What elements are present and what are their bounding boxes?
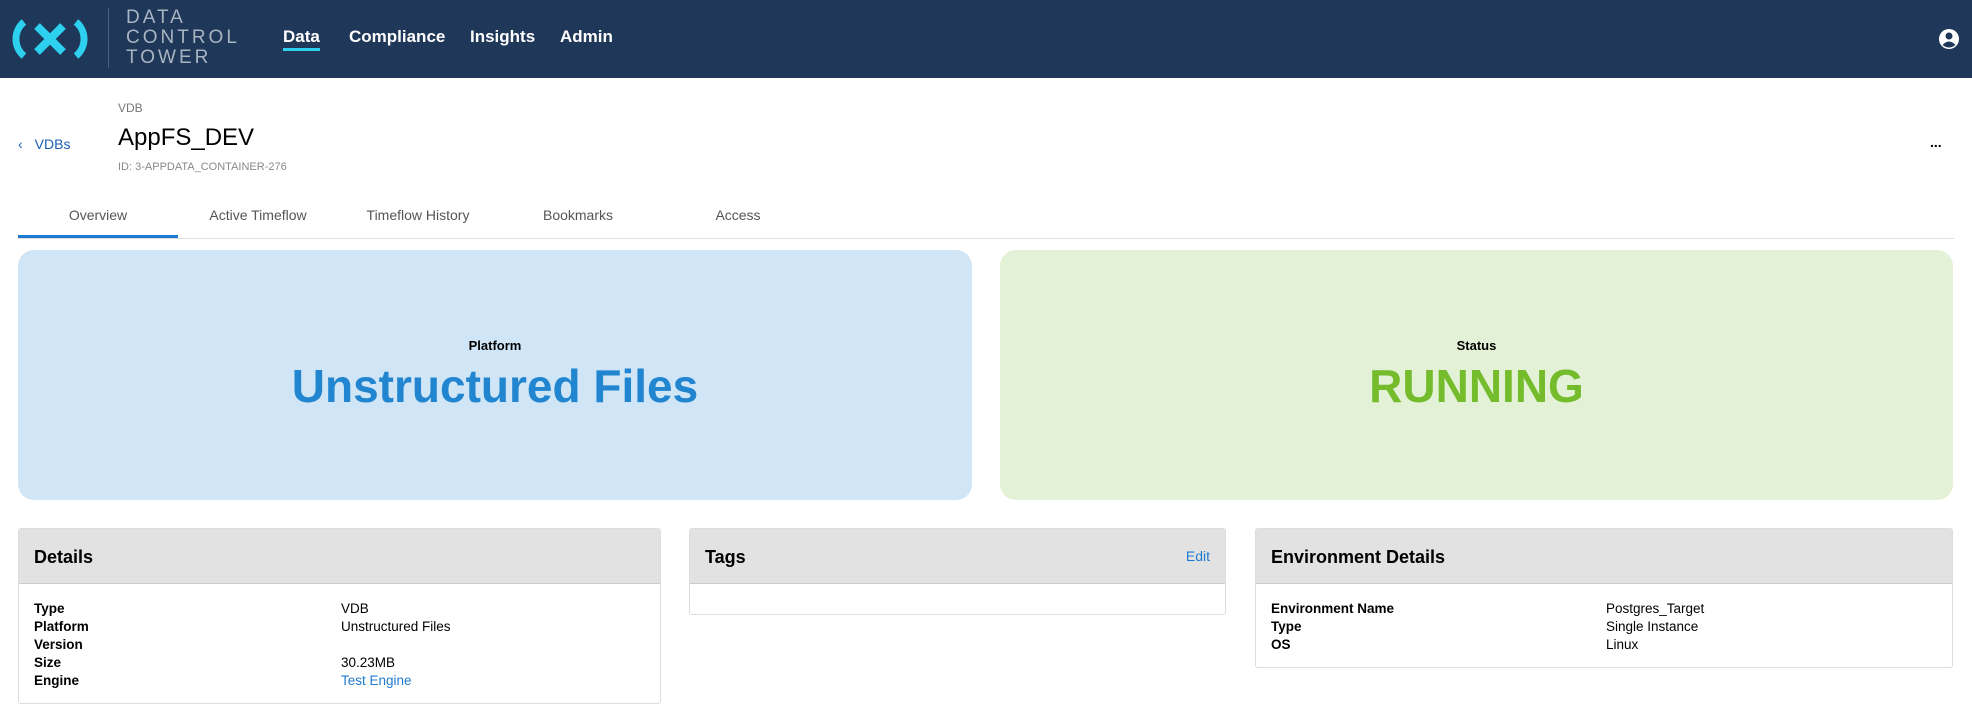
top-nav-bar: DATA CONTROL TOWER Data Compliance Insig… bbox=[0, 0, 1972, 78]
platform-value: Unstructured Files bbox=[291, 360, 699, 412]
details-title: Details bbox=[19, 529, 660, 584]
env-value: Postgres_Target bbox=[1606, 601, 1705, 616]
detail-value: Unstructured Files bbox=[341, 619, 451, 634]
env-row: Environment Name Postgres_Target bbox=[1271, 600, 1937, 618]
env-value: Linux bbox=[1606, 637, 1639, 652]
brand-line: DATA bbox=[126, 7, 186, 28]
detail-row: Engine Test Engine bbox=[34, 672, 645, 690]
engine-link[interactable]: Test Engine bbox=[341, 673, 412, 688]
detail-row: Platform Unstructured Files bbox=[34, 618, 645, 636]
brand-name: DATA CONTROL TOWER bbox=[126, 8, 240, 68]
env-row: Type Single Instance bbox=[1271, 618, 1937, 636]
logo-icon[interactable] bbox=[10, 14, 90, 64]
object-id: ID: 3-APPDATA_CONTAINER-276 bbox=[118, 161, 287, 173]
edit-tags-link[interactable]: Edit bbox=[1185, 548, 1210, 564]
detail-key: Version bbox=[34, 637, 83, 652]
status-label: Status bbox=[1456, 338, 1497, 353]
object-type-label: VDB bbox=[118, 101, 143, 115]
brand-line: CONTROL bbox=[126, 27, 240, 48]
detail-value: VDB bbox=[341, 601, 369, 616]
brand-line: TOWER bbox=[126, 47, 212, 68]
environment-panel: Environment Details Environment Name Post… bbox=[1255, 528, 1953, 668]
detail-key: Platform bbox=[34, 619, 89, 634]
platform-label: Platform bbox=[468, 338, 522, 353]
back-label: VDBs bbox=[34, 136, 71, 152]
tab-active-timeflow[interactable]: Active Timeflow bbox=[209, 207, 307, 223]
detail-key: Engine bbox=[34, 673, 80, 688]
user-account-icon[interactable] bbox=[1938, 28, 1960, 50]
env-value: Single Instance bbox=[1606, 619, 1699, 634]
nav-compliance[interactable]: Compliance bbox=[349, 27, 446, 46]
back-to-vdbs-link[interactable]: ‹ VDBs bbox=[18, 136, 70, 152]
detail-key: Type bbox=[34, 601, 65, 616]
nav-insights[interactable]: Insights bbox=[470, 27, 536, 46]
detail-value: 30.23MB bbox=[341, 655, 396, 670]
env-row: OS Linux bbox=[1271, 636, 1937, 654]
detail-row: Type VDB bbox=[34, 600, 645, 618]
tab-bookmarks[interactable]: Bookmarks bbox=[542, 207, 614, 223]
tab-bar: Overview Active Timeflow Timeflow Histor… bbox=[18, 200, 1954, 239]
tags-panel: Tags Edit bbox=[689, 528, 1226, 615]
details-panel: Details Type VDB Platform Unstructured Fil… bbox=[18, 528, 661, 704]
detail-key: Size bbox=[34, 655, 62, 670]
env-key: Type bbox=[1271, 619, 1302, 634]
tags-title: Tags bbox=[705, 547, 746, 567]
tab-overview[interactable]: Overview bbox=[18, 200, 178, 238]
environment-title: Environment Details bbox=[1256, 529, 1952, 584]
more-actions-button[interactable]: ... bbox=[1930, 134, 1942, 150]
status-value: RUNNING bbox=[1369, 360, 1584, 412]
tab-timeflow-history[interactable]: Timeflow History bbox=[366, 207, 470, 223]
page-title: AppFS_DEV bbox=[118, 124, 255, 151]
platform-card: Platform Unstructured Files bbox=[18, 250, 972, 500]
logo-divider bbox=[108, 8, 109, 68]
status-card: Status RUNNING bbox=[1000, 250, 1953, 500]
nav-admin[interactable]: Admin bbox=[560, 27, 613, 46]
nav-data[interactable]: Data bbox=[283, 27, 320, 51]
chevron-left-icon: ‹ bbox=[18, 136, 23, 152]
detail-row: Version bbox=[34, 636, 645, 654]
env-key: Environment Name bbox=[1271, 601, 1395, 616]
detail-row: Size 30.23MB bbox=[34, 654, 645, 672]
tab-access[interactable]: Access bbox=[715, 207, 761, 223]
env-key: OS bbox=[1271, 637, 1291, 652]
